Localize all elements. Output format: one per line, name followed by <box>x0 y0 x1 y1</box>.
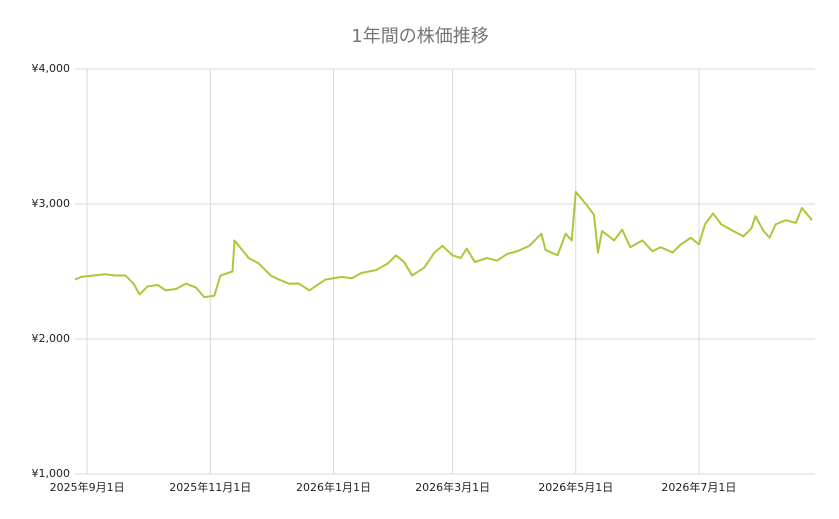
x-tick-label: 2026年3月1日 <box>415 480 490 494</box>
y-tick-label: ¥1,000 <box>32 467 71 480</box>
x-tick-label: 2026年5月1日 <box>538 480 613 494</box>
y-tick-label: ¥3,000 <box>32 197 71 210</box>
y-tick-label: ¥4,000 <box>32 62 71 75</box>
x-tick-label: 2025年9月1日 <box>50 480 125 494</box>
x-tick-label: 2025年11月1日 <box>169 480 251 494</box>
series-line <box>74 190 813 299</box>
x-tick-label: 2026年1月1日 <box>296 480 371 494</box>
x-tick-label: 2026年7月1日 <box>661 480 736 494</box>
y-tick-label: ¥2,000 <box>32 332 71 345</box>
chart-title: 1年間の株価推移 <box>351 26 488 47</box>
